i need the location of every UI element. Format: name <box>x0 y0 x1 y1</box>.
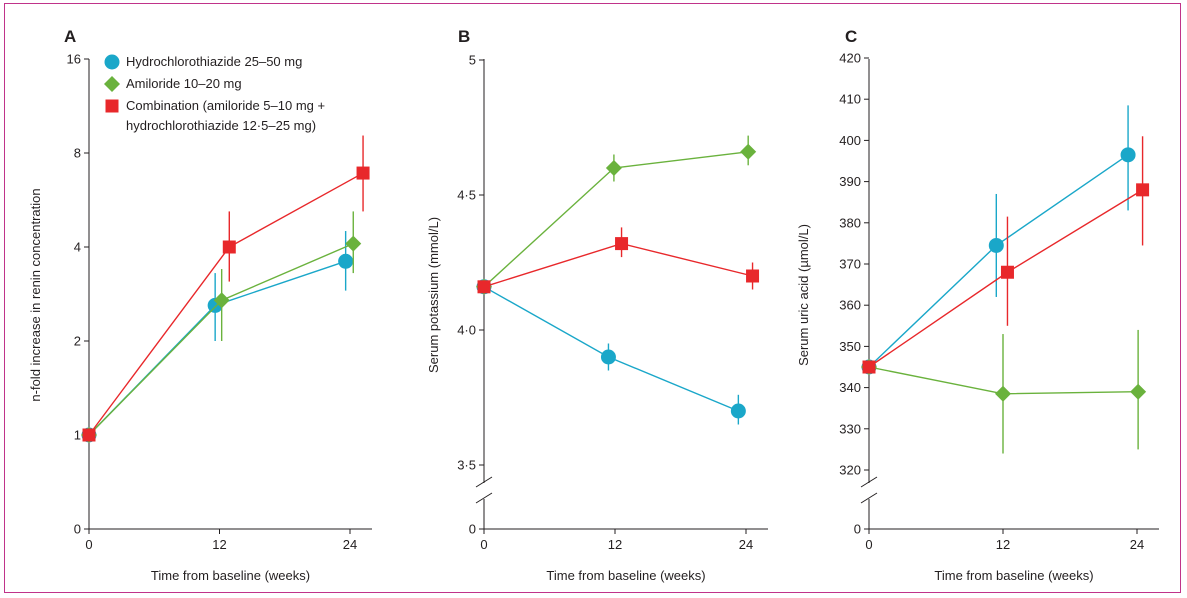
y-tick-label: 350 <box>839 339 861 354</box>
series-circle <box>861 105 1136 375</box>
data-point-diamond <box>345 235 362 252</box>
series-diamond <box>861 329 1147 454</box>
series-diamond <box>81 211 362 443</box>
axis-break-mark <box>860 476 878 488</box>
y-tick-label: 16 <box>67 52 81 67</box>
data-point-diamond <box>740 143 757 160</box>
data-point-square <box>477 280 491 294</box>
x-axis-label: Time from baseline (weeks) <box>934 568 1093 583</box>
series-line <box>868 154 1129 368</box>
x-axis-label: Time from baseline (weeks) <box>151 568 310 583</box>
axis-break-mark <box>475 476 493 488</box>
legend-label: hydrochlorothiazide 12·5–25 mg) <box>126 118 316 133</box>
data-point-square <box>615 237 629 251</box>
y-tick-label: 0 <box>469 522 476 537</box>
x-tick-label: 12 <box>212 537 226 552</box>
y-tick-label: 0 <box>854 522 861 537</box>
legend: Hydrochlorothiazide 25–50 mg Amiloride 10… <box>104 54 325 133</box>
x-tick-label: 12 <box>608 537 622 552</box>
y-axis-label: Serum potassium (mmol/L) <box>426 217 441 373</box>
data-point-square <box>82 428 96 442</box>
panel-label: C <box>845 27 857 46</box>
legend-label: Combination (amiloride 5–10 mg + <box>126 98 325 113</box>
y-tick-label: 420 <box>839 51 861 66</box>
series-diamond <box>476 135 757 295</box>
axis-break-mark <box>475 492 493 504</box>
x-tick-label: 24 <box>1130 537 1144 552</box>
series-square <box>82 135 370 442</box>
data-point-diamond <box>1130 383 1147 400</box>
panel-b: B 0 3·5 4·0 4·5 5 0 12 24 Time from baseline (wee… <box>426 27 768 583</box>
y-tick-label: 0 <box>74 522 81 537</box>
panel-label: B <box>458 27 470 46</box>
y-tick-label: 4·0 <box>457 323 476 338</box>
x-tick-label: 0 <box>480 537 487 552</box>
y-tick-label: 3·5 <box>457 458 476 473</box>
x-tick-label: 0 <box>85 537 92 552</box>
y-axis-label: Serum uric acid (µmol/L) <box>796 224 811 366</box>
data-point-square <box>1136 183 1150 197</box>
panel-c: C 0 320 330 340 350 360 370 380 390 400 410 420 0 12 24… <box>796 27 1159 583</box>
figure-frame <box>4 3 1181 593</box>
legend-marker-diamond <box>104 76 120 92</box>
data-point-circle <box>338 253 354 269</box>
y-tick-label: 370 <box>839 257 861 272</box>
y-axis-label: n-fold increase in renin concentration <box>28 188 43 401</box>
y-tick-label: 380 <box>839 215 861 230</box>
series-square <box>862 136 1150 374</box>
series-line <box>483 286 739 412</box>
y-tick-label: 4·5 <box>457 188 476 203</box>
x-tick-label: 24 <box>739 537 753 552</box>
data-point-square <box>356 166 370 180</box>
y-tick-label: 400 <box>839 133 861 148</box>
y-tick-label: 360 <box>839 298 861 313</box>
axis-break-mark <box>860 492 878 504</box>
data-point-circle <box>600 349 616 365</box>
x-tick-label: 24 <box>343 537 357 552</box>
series-line <box>88 172 364 436</box>
y-tick-label: 4 <box>74 240 81 255</box>
data-point-diamond <box>213 292 230 309</box>
series-line <box>88 260 346 436</box>
series-square <box>477 227 760 294</box>
data-point-square <box>222 240 236 254</box>
legend-marker-circle <box>104 54 120 70</box>
y-tick-label: 320 <box>839 463 861 478</box>
series-circle <box>476 279 746 425</box>
data-point-square <box>1000 265 1014 279</box>
legend-marker-square <box>105 99 119 113</box>
y-tick-label: 2 <box>74 334 81 349</box>
x-axis-label: Time from baseline (weeks) <box>546 568 705 583</box>
data-point-square <box>862 360 876 374</box>
data-point-square <box>746 269 760 283</box>
data-point-diamond <box>605 160 622 176</box>
panel-label: A <box>64 27 76 46</box>
legend-label: Amiloride 10–20 mg <box>126 76 242 91</box>
data-point-circle <box>730 403 746 419</box>
y-tick-label: 1 <box>74 428 81 443</box>
y-tick-label: 8 <box>74 146 81 161</box>
legend-label: Hydrochlorothiazide 25–50 mg <box>126 54 302 69</box>
data-point-circle <box>1120 147 1136 163</box>
y-tick-label: 330 <box>839 421 861 436</box>
y-tick-label: 390 <box>839 174 861 189</box>
data-point-circle <box>988 237 1004 253</box>
y-tick-label: 410 <box>839 92 861 107</box>
x-tick-label: 0 <box>865 537 872 552</box>
x-tick-label: 12 <box>996 537 1010 552</box>
data-point-diamond <box>995 385 1011 402</box>
y-tick-label: 340 <box>839 380 861 395</box>
y-tick-label: 5 <box>469 53 476 68</box>
